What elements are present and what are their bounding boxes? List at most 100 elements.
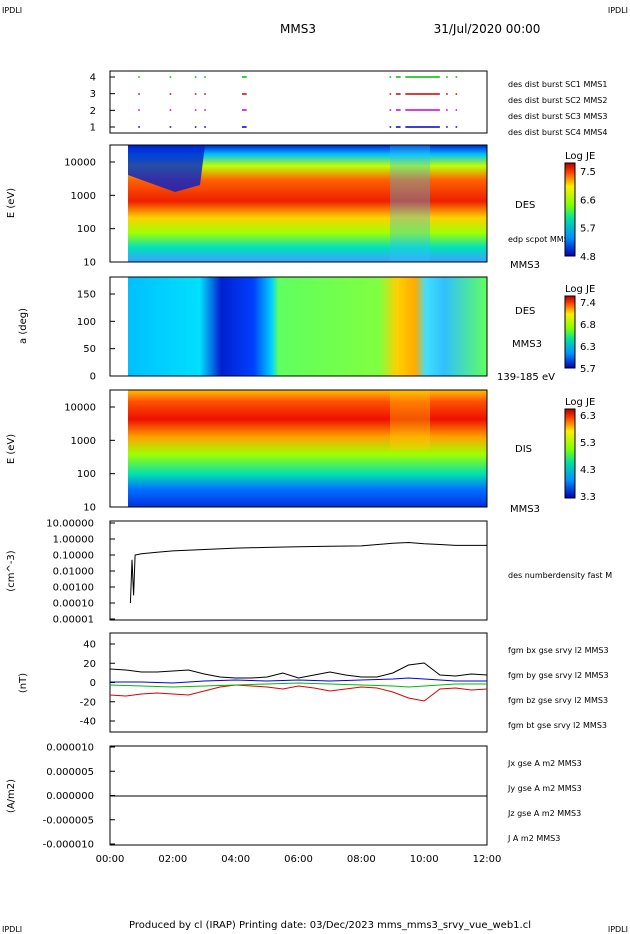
des-energy-colorbar	[564, 162, 576, 257]
dis-energy-y-tick-label: 10	[83, 503, 96, 514]
burst-y-tick-label: 3	[90, 89, 96, 100]
panel-dis-energy: E (eV) 10 100 1000 10000 DIS MMS3 Log JE 6.…	[6, 389, 596, 515]
scpot-label: edp scpot MMS3	[508, 235, 574, 244]
pad-cbar-tick-label: 6.8	[580, 320, 596, 331]
dis-mms3-label: MMS3	[510, 504, 540, 515]
bfield-series-line	[109, 684, 488, 702]
pad-des-label: DES	[515, 306, 535, 317]
bfield-ylabel: (nT)	[18, 673, 29, 693]
burst-y-tick-label: 2	[90, 106, 96, 117]
corner-label-bottom-right: IPDLI	[608, 925, 628, 934]
corner-label-top-left: IPDLI	[2, 6, 22, 15]
des-energy-band	[390, 145, 430, 262]
bfield-y-tick-label: -40	[80, 717, 96, 728]
panel-density: (cm^-3) 10.00000 1.00000 0.10000 0.01000 0.0…	[6, 519, 612, 626]
current-legend-entry: Jy gse A m2 MMS3	[507, 784, 582, 793]
pitch-angle-y-tick-label: 100	[77, 317, 96, 328]
bfield-y-tick-label: 40	[83, 640, 96, 651]
bfield-legend-entry: fgm bt gse srvy l2 MMS3	[508, 721, 607, 730]
bfield-legend-entry: fgm bx gse srvy l2 MMS3	[508, 646, 609, 655]
des-energy-y-tick-label: 100	[77, 224, 96, 235]
dis-energy-cbar-tick-label: 3.3	[580, 492, 596, 503]
pad-cbar-tick-label: 7.4	[580, 298, 596, 309]
time-axis: 00:00 02:00 04:00 06:00 08:00 10:00 12:00	[96, 854, 502, 865]
current-y-tick-label: 0.000010	[46, 743, 94, 754]
bfield-y-tick-label: -20	[80, 697, 96, 708]
pitch-angle-yticks: 0 50 100 150	[77, 290, 115, 383]
density-y-tick-label: 0.10000	[53, 551, 94, 562]
dis-energy-band	[390, 390, 430, 450]
panel-des-energy: E (eV) 10 100 1000 10000 DES edp scpot MMS3…	[6, 144, 596, 271]
corner-label-bottom-left: IPDLI	[2, 925, 22, 934]
date-title: 31/Jul/2020 00:00	[434, 22, 541, 36]
burst-y-tick-label: 4	[90, 73, 96, 84]
density-y-tick-label: 0.01000	[53, 567, 94, 578]
current-legend-entry: Jx gse A m2 MMS3	[507, 759, 582, 768]
pad-cbar-tick-label: 6.3	[580, 342, 596, 353]
current-ylabel: (A/m2)	[6, 779, 17, 813]
current-y-tick-label: -0.000010	[43, 840, 94, 851]
burst-legend-entry: des dist burst SC4 MMS4	[508, 128, 607, 137]
pitch-angle-y-tick-label: 50	[83, 344, 96, 355]
dis-energy-colorbar	[564, 408, 576, 499]
time-tick-label: 06:00	[284, 854, 313, 865]
panel-dis-energy-frame	[109, 389, 488, 508]
dis-energy-heatmap	[128, 390, 487, 507]
current-legend: Jx gse A m2 MMS3 Jy gse A m2 MMS3 Jz gse A…	[507, 759, 582, 843]
current-yticks: 0.000010 0.000005 0.000000 -0.000005 -0.0000…	[43, 743, 115, 851]
pad-mms3-label: MMS3	[512, 339, 542, 350]
dis-energy-cbar-ticks: 6.3 5.3 4.3 3.3	[580, 411, 596, 503]
time-tick-label: 08:00	[347, 854, 376, 865]
pitch-angle-heatmap	[128, 277, 487, 376]
des-energy-cbar-title: Log JE	[565, 151, 595, 162]
density-y-tick-label: 1.00000	[53, 535, 94, 546]
current-legend-entry: Jz gse A m2 MMS3	[507, 809, 581, 818]
bfield-y-tick-label: 0	[90, 678, 96, 689]
burst-marks	[138, 76, 458, 128]
footer-text: Produced by cl (IRAP) Printing date: 03/…	[129, 920, 531, 931]
time-tick-label: 10:00	[410, 854, 439, 865]
panel-pitch-angle: a (deg) 0 50 100 150 DES MMS3 139-185 eV Lo…	[18, 276, 596, 383]
des-energy-cbar-tick-label: 7.5	[580, 167, 596, 178]
dis-energy-y-tick-label: 100	[77, 469, 96, 480]
des-energy-low-flux	[128, 145, 205, 192]
burst-yticks: 1 2 3 4	[90, 73, 115, 134]
dis-energy-cbar-title: Log JE	[565, 397, 595, 408]
current-y-tick-label: 0.000005	[46, 767, 94, 778]
dis-energy-cbar-tick-label: 6.3	[580, 411, 596, 422]
dis-energy-y-tick-label: 1000	[71, 436, 96, 447]
spacecraft-title: MMS3	[280, 22, 316, 36]
time-tick-label: 12:00	[473, 854, 502, 865]
dis-energy-cbar-tick-label: 4.3	[580, 465, 596, 476]
des-energy-cbar-ticks: 7.5 6.6 5.7 4.8	[580, 167, 596, 263]
panel-current: (A/m2) 0.000010 0.000005 0.000000 -0.000005…	[6, 743, 582, 851]
panel-density-frame	[109, 520, 488, 621]
panel-pitch-angle-frame	[109, 276, 488, 377]
density-y-tick-label: 10.00000	[46, 519, 94, 530]
bfield-series-line	[109, 662, 488, 679]
bfield-series-line	[109, 682, 487, 688]
bfield-series-line	[110, 677, 487, 684]
current-legend-entry: J A m2 MMS3	[507, 834, 560, 843]
des-energy-cbar-tick-label: 4.8	[580, 252, 596, 263]
dis-energy-ylabel: E (eV)	[6, 434, 17, 464]
burst-y-tick-label: 1	[90, 123, 96, 134]
pad-energy-label: 139-185 eV	[497, 372, 555, 383]
density-y-tick-label: 0.00010	[53, 599, 94, 610]
pad-colorbar	[564, 295, 576, 369]
des-energy-yticks: 10 100 1000 10000	[64, 158, 115, 269]
pitch-angle-y-tick-label: 0	[90, 372, 96, 383]
dis-energy-y-tick-label: 10000	[64, 403, 96, 414]
density-ylabel: (cm^-3)	[6, 550, 17, 591]
bfield-y-tick-label: 20	[83, 659, 96, 670]
pitch-angle-y-tick-label: 150	[77, 290, 96, 301]
density-legend: des numberdensity fast M	[508, 571, 612, 580]
panel-burst-frame	[109, 70, 488, 134]
density-line	[129, 541, 487, 604]
time-tick-label: 04:00	[221, 854, 250, 865]
current-y-tick-label: 0.000000	[46, 791, 94, 802]
corner-label-top-right: IPDLI	[608, 6, 628, 15]
des-energy-y-tick-label: 10000	[64, 158, 96, 169]
